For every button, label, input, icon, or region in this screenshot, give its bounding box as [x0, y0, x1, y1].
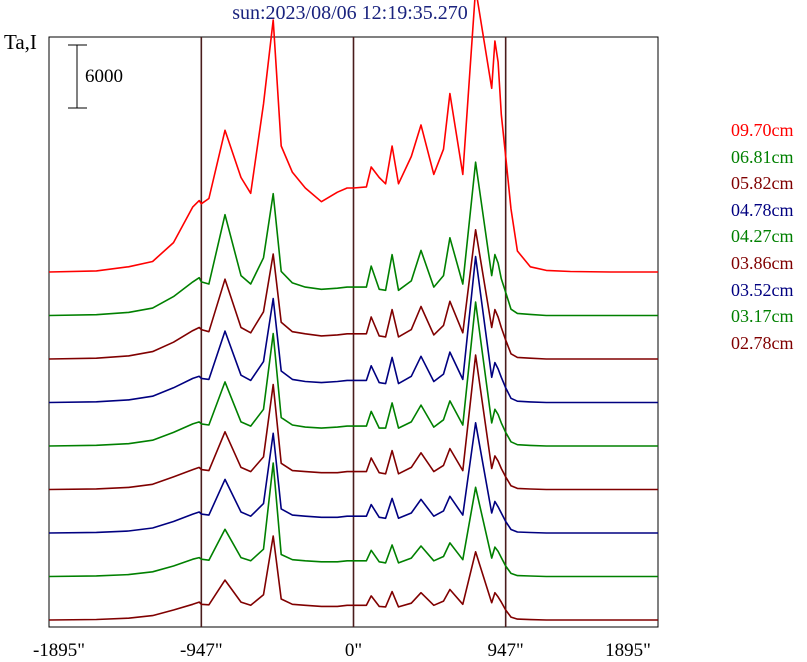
- series-traces: [48, 0, 658, 621]
- series-line-04.78cm: [48, 255, 658, 404]
- series-line-03.17cm: [48, 462, 658, 578]
- legend-entry-03.17cm: 03.17cm: [731, 306, 794, 327]
- y-axis-label: Ta,I: [4, 30, 37, 54]
- x-tick-label-0: -1895": [33, 640, 85, 661]
- x-tick-label-3: 947": [488, 640, 524, 661]
- x-tick-label-2: 0": [345, 640, 362, 661]
- legend-entry-03.52cm: 03.52cm: [731, 279, 794, 300]
- scale-bar: 6000: [68, 44, 123, 109]
- series-line-04.27cm: [48, 301, 658, 447]
- scale-bar-label: 6000: [85, 66, 123, 87]
- legend-entry-06.81cm: 06.81cm: [731, 146, 794, 167]
- legend-entry-02.78cm: 02.78cm: [731, 332, 794, 353]
- x-tick-label-1: -947": [180, 640, 223, 661]
- legend-entry-09.70cm: 09.70cm: [731, 120, 794, 140]
- series-line-06.81cm: [48, 161, 658, 317]
- legend-entry-03.86cm: 03.86cm: [731, 252, 794, 273]
- legend-entry-05.82cm: 05.82cm: [731, 173, 794, 194]
- legend-entry-04.78cm: 04.78cm: [731, 199, 794, 220]
- x-tick-labels: -1895" -947" 0" 947" 1895": [33, 640, 651, 661]
- legend-entry-04.27cm: 04.27cm: [731, 226, 794, 247]
- series-line-05.82cm: [48, 229, 658, 360]
- series-line-03.52cm: [48, 422, 658, 534]
- series-line-03.86cm: [48, 354, 658, 491]
- series-line-02.78cm: [48, 535, 658, 621]
- vertical-markers: [200, 37, 507, 627]
- series-line-09.70cm: [48, 0, 658, 273]
- x-tick-label-4: 1895": [605, 640, 651, 661]
- legend: 09.70cm 06.81cm 05.82cm 04.78cm 04.27cm 03.86…: [731, 117, 794, 356]
- chart-title: sun:2023/08/06 12:19:35.270: [232, 2, 468, 24]
